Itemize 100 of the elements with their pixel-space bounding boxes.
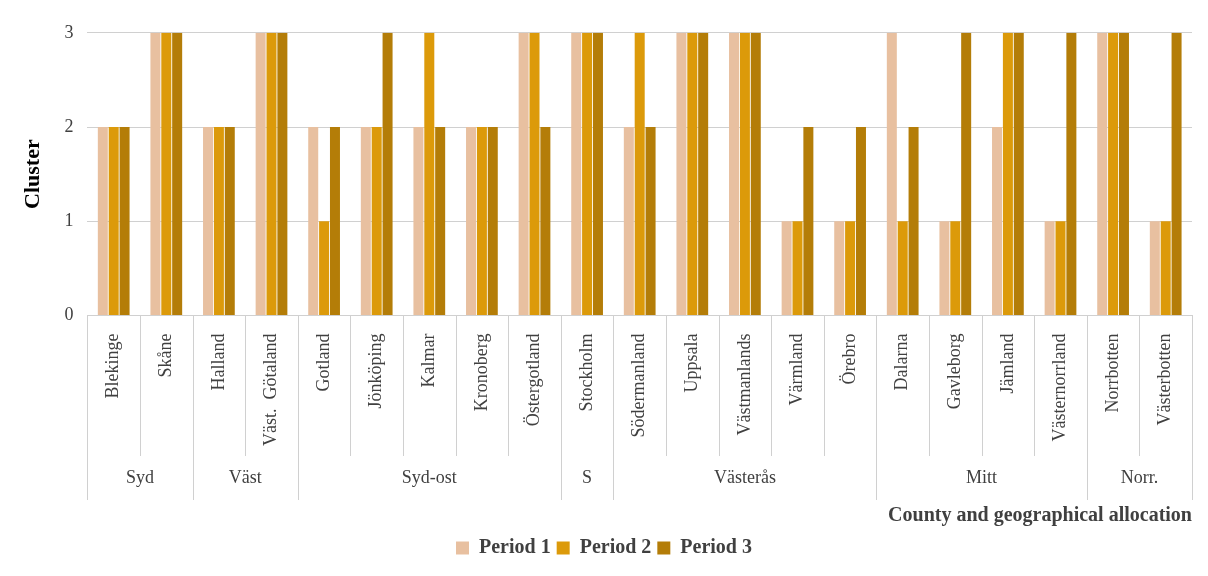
text: Syd-ost (401, 466, 457, 487)
bar (1002, 32, 1013, 316)
bar (676, 32, 687, 316)
x-tick-label: Jönköping (365, 333, 386, 409)
bar (1013, 32, 1024, 316)
y-tick-label: 0 (64, 304, 74, 325)
bar (119, 127, 130, 316)
bar (855, 127, 866, 316)
bar (687, 32, 698, 316)
x-tick-label: Gotland (312, 333, 333, 392)
x-tick-label: Stockholm (575, 333, 596, 412)
bar (897, 221, 908, 316)
bar (886, 32, 897, 316)
bar (255, 32, 266, 316)
bar (1066, 32, 1077, 316)
bar (1108, 32, 1119, 316)
bar (992, 127, 1003, 316)
bar (435, 127, 446, 316)
bar (424, 32, 435, 316)
bar (108, 127, 119, 316)
bar (792, 221, 803, 316)
bar (329, 127, 340, 316)
x-tick-label: Väst. Götaland (260, 333, 281, 447)
bar (360, 127, 371, 316)
bar (729, 32, 740, 316)
legend-label: Period 3 (680, 535, 752, 558)
x-tick-label: Kalmar (418, 333, 439, 388)
bar (382, 32, 393, 316)
x-tick-label: Skåne (155, 333, 176, 378)
bar (487, 127, 498, 316)
bar (161, 32, 172, 316)
bar (845, 221, 856, 316)
bar (698, 32, 709, 316)
bar (834, 221, 845, 316)
bar (939, 221, 950, 316)
bar (97, 127, 108, 316)
text: Västerås (713, 466, 776, 487)
bar (571, 32, 582, 316)
bar (518, 32, 529, 316)
bar (476, 127, 487, 316)
bar (1160, 221, 1171, 316)
y-tick-label: 1 (64, 210, 74, 231)
bar (739, 32, 750, 316)
x-tick-label: Gavleborg (944, 333, 965, 410)
bar (371, 127, 382, 316)
bar (645, 127, 656, 316)
y-tick-label: 2 (64, 115, 74, 136)
bar (623, 127, 634, 316)
bar (1097, 32, 1108, 316)
x-tick-label: Blekinge (102, 333, 123, 399)
bar (529, 32, 540, 316)
bar (634, 32, 645, 316)
x-tick-label: Örebro (838, 333, 859, 385)
bar (1149, 221, 1160, 316)
x-tick-label: Västerbotten (1154, 333, 1175, 426)
bar (413, 127, 424, 316)
legend-label: Period 1 (479, 535, 551, 558)
bar (582, 32, 593, 316)
bar (592, 32, 603, 316)
x-tick-label: Västmanlands (733, 333, 754, 436)
bar (803, 127, 814, 316)
x-tick-label: Uppsala (681, 333, 702, 393)
bar (1118, 32, 1129, 316)
bar (150, 32, 161, 316)
legend-label: Period 2 (579, 535, 652, 558)
text: S (582, 466, 593, 487)
bar (203, 127, 214, 316)
x-tick-label: Östergotland (523, 333, 544, 427)
bar (224, 127, 235, 316)
x-tick-label: Kronoberg (470, 333, 491, 412)
x-tick-label: Södermanland (628, 333, 649, 438)
x-tick-label: Norrbotten (1101, 333, 1122, 413)
bar (213, 127, 224, 316)
y-tick-label: 3 (64, 21, 74, 42)
bar (750, 32, 761, 316)
bar (466, 127, 477, 316)
x-tick-label: Västernorrland (1049, 333, 1070, 442)
bar (1044, 221, 1055, 316)
bar (781, 221, 792, 316)
x-tick-label: Dalarna (891, 333, 912, 391)
bar (308, 127, 319, 316)
bar (540, 127, 551, 316)
text: Norr. (1120, 466, 1159, 487)
x-tick-label: Halland (207, 333, 228, 391)
text: Väst (228, 466, 262, 487)
y-axis-title: Cluster (18, 139, 44, 209)
x-tick-label: Värmland (786, 333, 807, 406)
bar (172, 32, 183, 316)
bar (266, 32, 277, 316)
bar (950, 221, 961, 316)
bar (319, 221, 330, 316)
x-axis-title: County and geographical allocation (888, 503, 1192, 527)
bar (1055, 221, 1066, 316)
text: Syd (125, 466, 155, 487)
x-tick-label: Jämland (996, 333, 1017, 394)
bar (908, 127, 919, 316)
bar (961, 32, 972, 316)
bar (1171, 32, 1182, 316)
text: Mitt (966, 466, 998, 487)
bar (277, 32, 288, 316)
